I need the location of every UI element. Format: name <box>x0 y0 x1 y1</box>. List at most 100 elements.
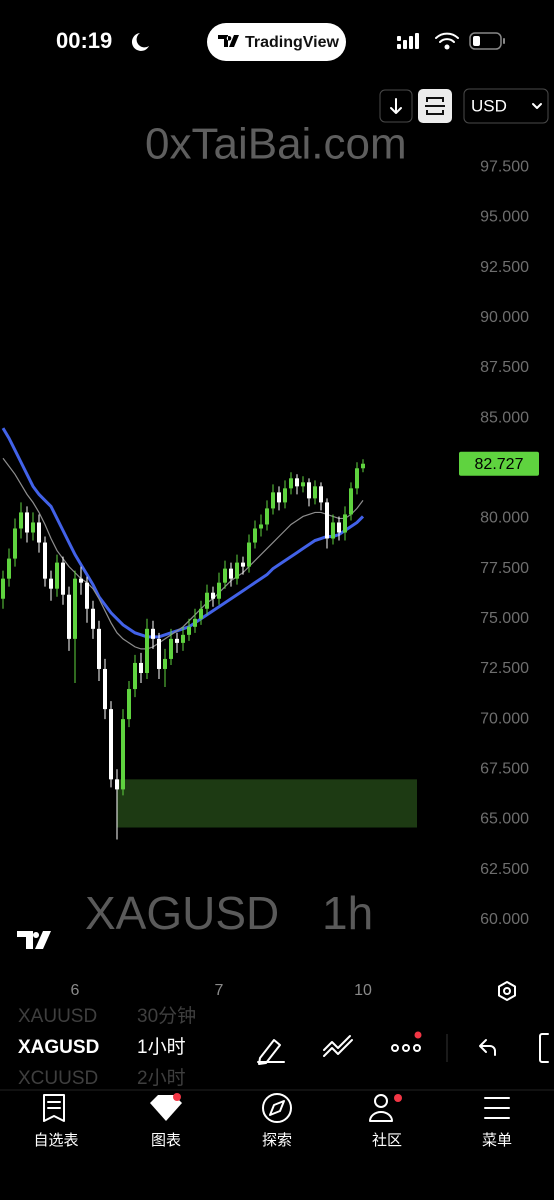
y-tick-label: 87.500 <box>480 359 529 376</box>
candle-body <box>205 592 209 609</box>
candle-body <box>211 592 215 599</box>
symbol-interval: 30分钟 <box>137 1005 196 1027</box>
nav-chart[interactable]: 图表 <box>150 1093 182 1149</box>
signal-icon <box>397 33 419 49</box>
battery-tip <box>503 38 505 44</box>
fullscreen-button[interactable] <box>418 89 452 123</box>
last-price-label: 82.727 <box>475 456 524 473</box>
candle-body <box>265 508 269 525</box>
candle-body <box>19 512 23 529</box>
candle-body <box>271 492 275 509</box>
candle-body <box>25 512 29 533</box>
tv-logo <box>17 931 51 949</box>
draw-tool-icon[interactable] <box>257 1039 285 1065</box>
y-tick-label: 77.500 <box>480 560 529 577</box>
status-time: 00:19 <box>56 28 112 53</box>
hexagon-dot <box>503 987 511 995</box>
candle-body <box>253 528 257 543</box>
y-tick-label: 60.000 <box>480 911 529 928</box>
candle-body <box>241 562 245 567</box>
hexagon-icon <box>498 981 516 1001</box>
plot-area: 97.500 95.000 92.500 90.000 87.500 85.000 80.0… <box>1 158 539 999</box>
y-tick-label: 97.500 <box>480 158 529 175</box>
nav-menu[interactable]: 菜单 <box>482 1097 512 1149</box>
candle-body <box>319 486 323 503</box>
dropdown-frame <box>463 88 549 124</box>
currency-dropdown[interactable]: USD <box>463 88 549 124</box>
candle-body <box>121 719 125 790</box>
undo-icon[interactable] <box>479 1039 496 1056</box>
candle-body <box>361 463 365 469</box>
candle-body <box>67 594 71 639</box>
x-tick-label: 7 <box>215 982 224 999</box>
wifi-icon <box>435 32 459 43</box>
nav-label: 探索 <box>262 1132 292 1149</box>
symbol-name: XAGUSD <box>18 1037 99 1058</box>
nav-icon <box>374 1094 388 1108</box>
candle-body <box>283 488 287 503</box>
y-tick-label: 90.000 <box>480 309 529 326</box>
y-tick-label: 67.500 <box>480 761 529 778</box>
chevron <box>532 103 542 109</box>
nav-icon <box>262 1093 292 1123</box>
badge <box>173 1093 181 1101</box>
candle-body <box>61 562 65 595</box>
dot <box>413 1044 421 1052</box>
candle-body <box>343 514 347 533</box>
moon-icon <box>131 33 149 51</box>
chart-settings[interactable] <box>498 981 516 1001</box>
wifi-dot <box>444 44 450 50</box>
badge <box>414 1031 422 1039</box>
nav-community[interactable]: 社区 <box>369 1094 402 1149</box>
y-tick-label: 92.500 <box>480 259 529 276</box>
candle-body <box>133 662 137 690</box>
nav-label: 图表 <box>151 1132 181 1149</box>
nav-icon <box>43 1094 65 1122</box>
candle-body <box>157 638 161 669</box>
indicator-icon[interactable] <box>323 1035 353 1057</box>
nav-watchlist[interactable]: 自选表 <box>33 1094 79 1149</box>
fullscreen-icon <box>425 97 445 115</box>
candle-body <box>199 608 203 619</box>
y-tick-label: 62.500 <box>480 861 529 878</box>
dot <box>391 1044 399 1052</box>
y-tick-label: 65.000 <box>480 811 529 828</box>
symbol-picker[interactable]: XAUUSD 30分钟 XAGUSD 1小时 XCUUSD 2小时 <box>18 1005 196 1089</box>
candle-body <box>163 658 167 669</box>
candle-body <box>313 486 317 499</box>
candle-body <box>349 488 353 515</box>
more-button[interactable] <box>391 1031 422 1052</box>
candle-body <box>139 662 143 673</box>
battery <box>469 32 502 50</box>
candle-body <box>13 528 17 559</box>
candle-body <box>109 709 113 780</box>
y-tick-label: 95.000 <box>480 209 529 226</box>
candle-body <box>355 468 359 489</box>
watermark-symbol: XAGUSD <box>85 887 279 939</box>
candle-body <box>151 628 155 639</box>
candle-body <box>79 578 83 583</box>
app-pill <box>207 23 346 61</box>
battery-level <box>473 36 480 46</box>
candle-body <box>97 628 101 669</box>
x-tick-label: 10 <box>354 982 372 999</box>
x-tick-label: 6 <box>71 982 80 999</box>
watermark-site: 0xTaiBai.com <box>145 120 407 169</box>
nav-explore[interactable]: 探索 <box>262 1093 292 1149</box>
candle-body <box>229 568 233 579</box>
last-price-box <box>459 451 539 476</box>
watermark-interval: 1h <box>322 887 373 939</box>
candle-body <box>175 638 179 643</box>
candle-body <box>259 524 263 529</box>
price-zone <box>117 779 417 828</box>
scroll-button[interactable] <box>379 89 413 123</box>
symbol-name: XCUUSD <box>18 1068 98 1089</box>
symbol-interval: 1小时 <box>137 1036 186 1058</box>
nav-icon <box>150 1095 182 1121</box>
redo-icon[interactable] <box>539 1033 549 1063</box>
candle-body <box>301 482 305 487</box>
